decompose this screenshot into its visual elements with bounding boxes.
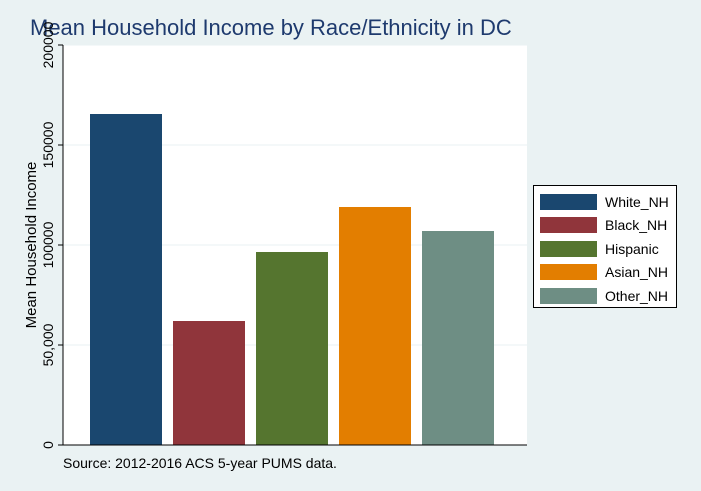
- y-tick-label: 0: [40, 441, 56, 449]
- legend-label: Asian_NH: [605, 264, 669, 281]
- legend-item: Asian_NH: [540, 261, 670, 285]
- bar-white-nh: [90, 114, 162, 445]
- legend-label: White_NH: [605, 193, 669, 210]
- legend-swatch: [540, 217, 597, 234]
- y-tick-label: 100000: [40, 221, 56, 268]
- legend-label: Other_NH: [605, 287, 669, 304]
- bar-black-nh: [173, 321, 245, 445]
- bar-hispanic: [256, 252, 328, 445]
- y-tick-label: 200000: [40, 21, 56, 68]
- legend-item: Black_NH: [540, 214, 670, 238]
- y-tick-label: 50,000: [40, 323, 56, 366]
- legend-item: Other_NH: [540, 284, 670, 308]
- legend-item: White_NH: [540, 190, 670, 214]
- legend-swatch: [540, 287, 597, 304]
- legend-swatch: [540, 264, 597, 281]
- legend-item: Hispanic: [540, 237, 670, 261]
- legend: White_NH Black_NH Hispanic Asian_NH Other_NH: [533, 185, 677, 308]
- legend-swatch: [540, 193, 597, 210]
- bar-other-nh: [422, 231, 494, 445]
- legend-label: Black_NH: [605, 217, 668, 234]
- legend-label: Hispanic: [605, 240, 659, 257]
- legend-swatch: [540, 240, 597, 257]
- bars: [90, 114, 494, 445]
- y-axis-title: Mean Household Income: [23, 162, 40, 329]
- y-tick-label: 150000: [40, 121, 56, 168]
- bar-asian-nh: [339, 207, 411, 445]
- source-note: Source: 2012-2016 ACS 5-year PUMS data.: [63, 455, 337, 471]
- y-ticks: 0 50,000 100000 150000 200000: [40, 21, 63, 449]
- chart-title: Mean Household Income by Race/Ethnicity …: [30, 15, 512, 40]
